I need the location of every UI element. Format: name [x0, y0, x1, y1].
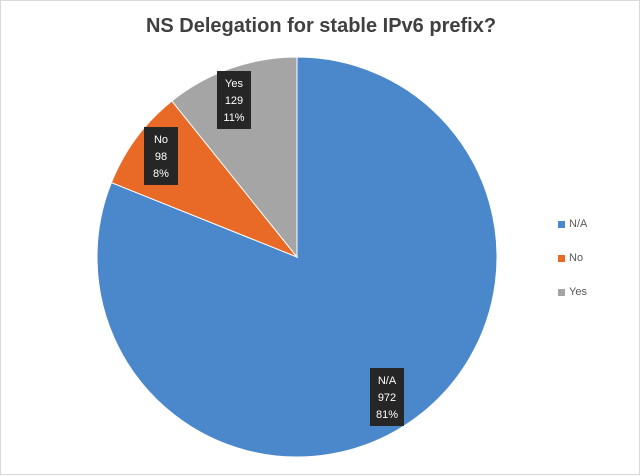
legend-item-yes: Yes: [558, 275, 587, 309]
data-label-value: 129: [225, 95, 243, 107]
legend-swatch-yes: [558, 288, 565, 296]
pie-data-labels: N/A 972 81% No 98 8% Yes 129 11%: [144, 71, 404, 426]
legend-label-na: N/A: [569, 218, 588, 230]
data-label-name: No: [154, 134, 168, 146]
data-label-percent: 11%: [223, 112, 244, 124]
legend-swatch-na: [558, 220, 565, 228]
legend-item-na: N/A: [558, 207, 587, 241]
data-label-value: 98: [155, 151, 167, 163]
legend-label-no: No: [569, 252, 584, 264]
legend: N/A No Yes: [558, 207, 587, 309]
pie-slice-yes: [171, 56, 298, 259]
data-label-percent: 81%: [376, 409, 398, 421]
legend-swatch-no: [558, 254, 565, 262]
data-label-name: N/A: [378, 375, 397, 387]
data-label-na: N/A 972 81%: [370, 368, 404, 426]
legend-item-no: No: [558, 241, 587, 275]
data-label-yes: Yes 129 11%: [217, 71, 251, 129]
pie-slices: [96, 56, 498, 458]
data-label-value: 972: [378, 392, 396, 404]
chart-title: NS Delegation for stable IPv6 prefix?: [145, 15, 497, 37]
data-label-percent: 8%: [153, 168, 169, 180]
data-label-name: Yes: [225, 78, 243, 90]
legend-label-yes: Yes: [569, 286, 587, 298]
data-label-no: No 98 8%: [144, 127, 178, 185]
